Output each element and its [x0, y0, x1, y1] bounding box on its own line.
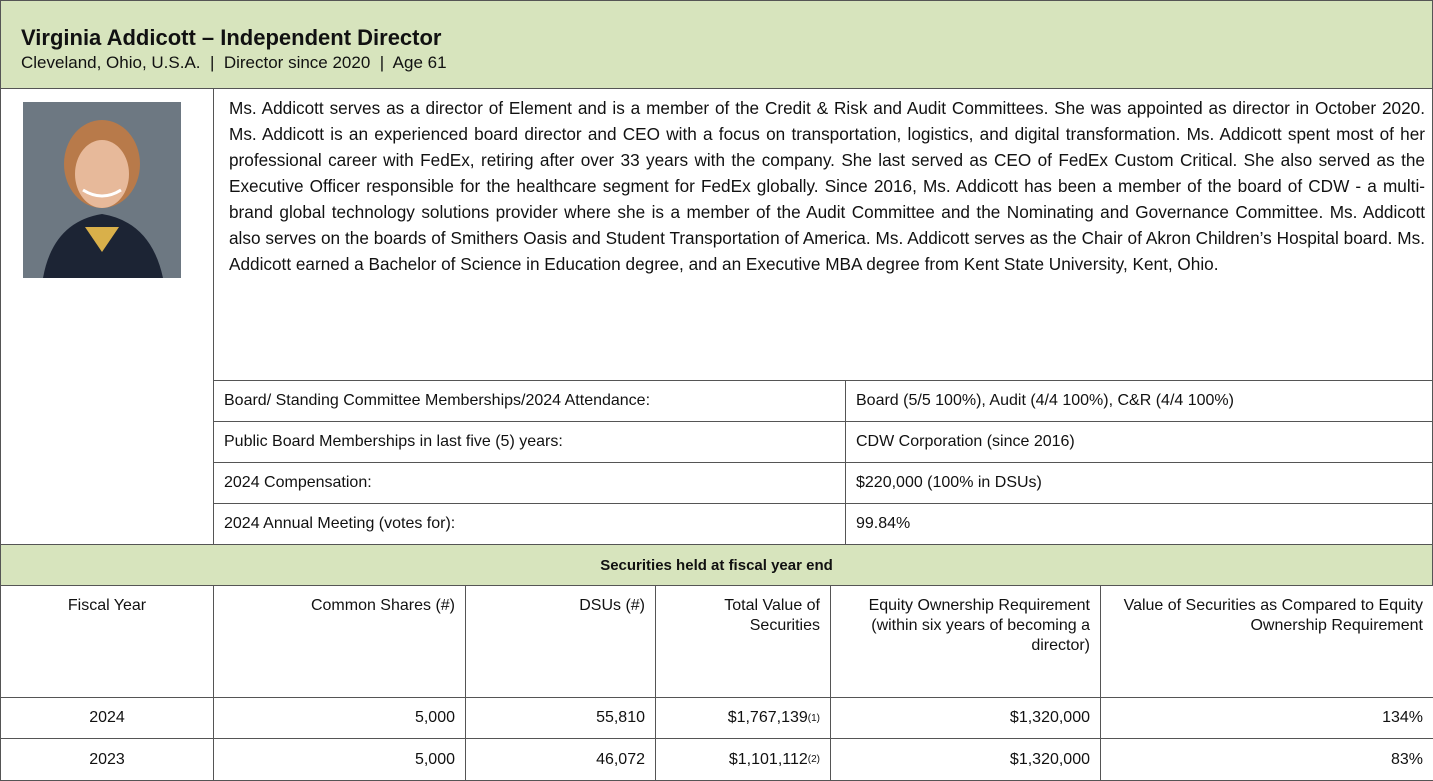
- membership-value: CDW Corporation (since 2016): [845, 421, 1433, 463]
- column-header-text: Common Shares (#): [310, 597, 455, 614]
- title: Virginia Addicott – Independent Director: [21, 25, 442, 50]
- table-cell: 134%: [1100, 697, 1433, 739]
- column-header: Value of Securities as Compared to Equit…: [1100, 585, 1433, 698]
- membership-value-text: Board (5/5 100%), Audit (4/4 100%), C&R …: [856, 392, 1234, 409]
- photo: [23, 102, 181, 278]
- membership-label-text: 2024 Annual Meeting (votes for):: [224, 515, 456, 532]
- column-header: DSUs (#): [465, 585, 656, 698]
- column-header-text: Fiscal Year: [67, 597, 147, 614]
- footnote-ref: (1): [807, 712, 820, 724]
- column-header-text: Total Value of Securities: [724, 597, 820, 634]
- table-cell-text: $1,767,139: [727, 709, 808, 726]
- table-cell: 46,072: [465, 738, 656, 781]
- table-cell: 55,810: [465, 697, 656, 739]
- column-header: Total Value of Securities: [655, 585, 831, 698]
- table-cell-text: 2023: [89, 750, 125, 768]
- table-cell-text: 2024: [89, 709, 125, 726]
- membership-value: Board (5/5 100%), Audit (4/4 100%), C&R …: [845, 380, 1433, 422]
- table-cell-text: 5,000: [414, 750, 455, 768]
- table-cell: 83%: [1100, 738, 1433, 781]
- table-cell: 5,000: [213, 697, 466, 739]
- table-cell-text: 46,072: [596, 750, 645, 768]
- table-cell-text: $1,101,112: [728, 750, 808, 768]
- membership-label-text: Public Board Memberships in last five (5…: [224, 433, 563, 450]
- securities-title: Securities held at fiscal year end: [0, 544, 1433, 586]
- table-cell: $1,101,112 (2): [655, 738, 831, 781]
- membership-value: 99.84%: [845, 503, 1433, 545]
- column-header: Common Shares (#): [213, 585, 466, 698]
- header-band: Virginia Addicott – Independent Director…: [0, 0, 1433, 89]
- table-cell: $1,767,139 (1): [655, 697, 831, 739]
- table-cell-text: 134%: [1382, 709, 1423, 726]
- membership-label: Board/ Standing Committee Memberships/20…: [213, 380, 846, 422]
- securities-title-text: Securities held at fiscal year end: [600, 556, 833, 574]
- table-cell: $1,320,000: [830, 738, 1101, 781]
- table-cell-text: $1,320,000: [1009, 750, 1090, 768]
- membership-label: 2024 Compensation:: [213, 462, 846, 504]
- membership-label-text: 2024 Compensation:: [224, 474, 372, 491]
- table-cell-text: $1,320,000: [1009, 709, 1090, 726]
- footnote-ref: (2): [807, 754, 820, 765]
- table-cell: 2024: [0, 697, 214, 739]
- membership-label: 2024 Annual Meeting (votes for):: [213, 503, 846, 545]
- column-header-text: Value of Securities as Compared to Equit…: [1123, 597, 1423, 634]
- table-cell: $1,320,000: [830, 697, 1101, 739]
- table-cell-text: 55,810: [596, 709, 645, 726]
- membership-value-text: $220,000 (100% in DSUs): [856, 474, 1042, 491]
- membership-value-text: CDW Corporation (since 2016): [856, 433, 1075, 450]
- table-cell: 5,000: [213, 738, 466, 781]
- column-header: Fiscal Year: [0, 585, 214, 698]
- photo-cell: [0, 88, 214, 546]
- column-header-text: Equity Ownership Requirement (within six…: [868, 597, 1090, 654]
- membership-value-text: 99.84%: [856, 515, 911, 532]
- membership-value: $220,000 (100% in DSUs): [845, 462, 1433, 504]
- table-cell: 2023: [0, 738, 214, 781]
- column-header-text: DSUs (#): [579, 597, 645, 614]
- column-header: Equity Ownership Requirement (within six…: [830, 585, 1101, 698]
- membership-label-text: Board/ Standing Committee Memberships/20…: [224, 392, 651, 409]
- table-cell-text: 5,000: [414, 709, 455, 726]
- bio-cell: Ms. Addicott serves as a director of Ele…: [213, 88, 1433, 381]
- bio-text: Ms. Addicott serves as a director of Ele…: [229, 98, 1425, 274]
- subtitle: Cleveland, Ohio, U.S.A. | Director since…: [21, 53, 447, 72]
- membership-label: Public Board Memberships in last five (5…: [213, 421, 846, 463]
- table-cell-text: 83%: [1390, 750, 1423, 768]
